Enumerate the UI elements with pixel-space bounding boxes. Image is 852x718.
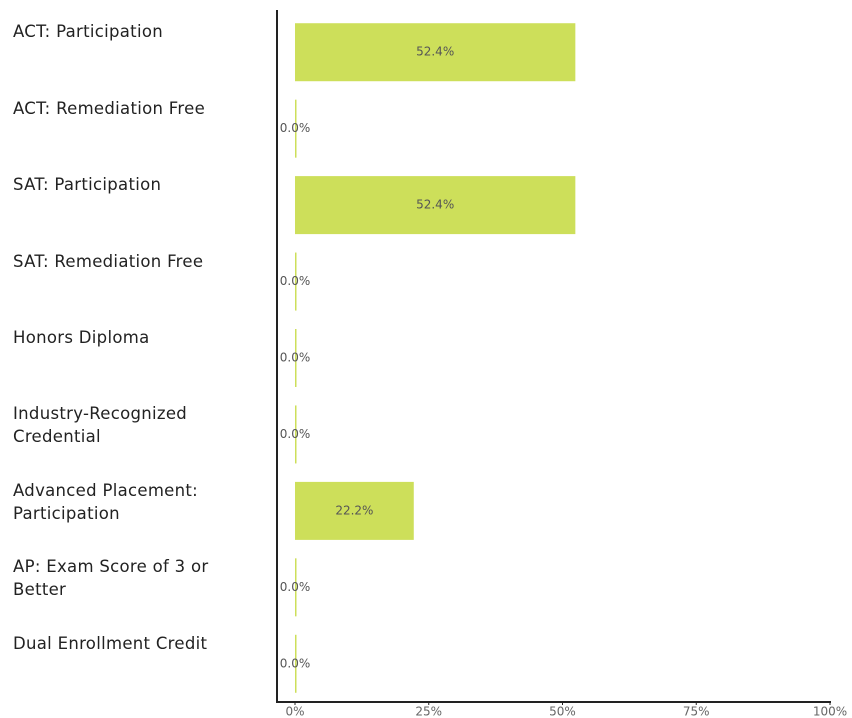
- value-label: 0.0%: [280, 656, 311, 670]
- bar: [295, 252, 297, 311]
- x-tick-label: 50%: [549, 705, 576, 718]
- category-label: Honors Diploma: [13, 328, 150, 347]
- bar: [295, 329, 297, 387]
- bar: [295, 481, 414, 540]
- value-label: 22.2%: [335, 503, 373, 517]
- value-label: 0.0%: [280, 427, 311, 441]
- value-label: 52.4%: [416, 198, 454, 212]
- category-label: Advanced Placement: Participation: [13, 480, 199, 523]
- x-tick-label: 100%: [813, 705, 847, 718]
- value-label: 0.0%: [280, 351, 311, 365]
- category-label: Industry-Recognized Credential: [13, 404, 188, 447]
- bar: [295, 99, 297, 158]
- category-label: AP: Exam Score of 3 or Better: [13, 557, 209, 600]
- bar: [295, 176, 576, 235]
- bar: [295, 558, 297, 617]
- value-label: 0.0%: [280, 274, 311, 288]
- value-label: 0.0%: [280, 121, 311, 135]
- bar: [295, 405, 297, 464]
- category-label: SAT: Participation: [13, 175, 162, 195]
- value-label: 0.0%: [280, 580, 311, 594]
- category-label: SAT: Remediation Free: [13, 251, 204, 271]
- category-label: Dual Enrollment Credit: [13, 633, 208, 653]
- category-label: ACT: Participation: [13, 22, 163, 42]
- x-tick-label: 0%: [285, 705, 304, 718]
- value-label: 52.4%: [416, 45, 454, 59]
- bar: [295, 23, 576, 82]
- category-label: ACT: Remediation Free: [13, 98, 206, 118]
- x-tick-label: 25%: [415, 705, 442, 718]
- plot-area: 52.4% 0.0% 52.4% 0.0% 0.0% 0.0% 22.2% 0.0% 0.0%: [280, 23, 576, 693]
- bar: [295, 634, 297, 693]
- x-tick-label: 75%: [683, 705, 710, 718]
